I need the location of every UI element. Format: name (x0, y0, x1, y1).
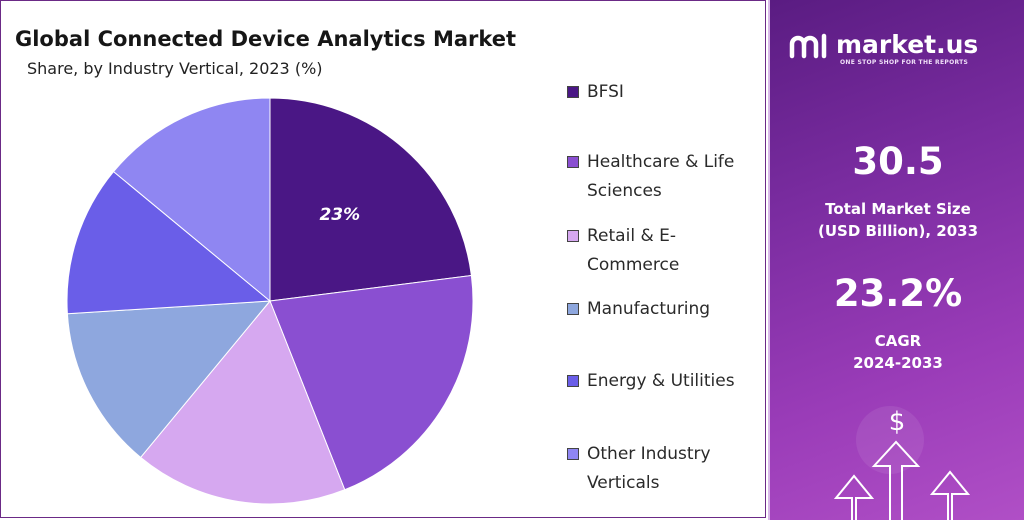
pie-slice-healthcare (269, 274, 474, 491)
chart-title: Global Connected Device Analytics Market (15, 27, 517, 51)
legend-label: Energy & Utilities (587, 371, 735, 391)
cagr-value: 23.2% (833, 272, 963, 315)
legend-label: Retail & E- Commerce (587, 226, 680, 275)
legend-label: BFSI (587, 82, 624, 102)
legend-swatch (567, 448, 579, 460)
legend-swatch (567, 86, 579, 98)
legend-item-other: Other Industry Verticals (567, 443, 762, 498)
pie-slice-bfsi (269, 97, 472, 302)
market-size-label-2: (USD Billion), 2033 (817, 222, 979, 240)
dollar-icon: $ (889, 407, 906, 437)
brand-tagline: ONE STOP SHOP FOR THE REPORTS (840, 59, 969, 66)
growth-arrows-illustration: $ (833, 406, 971, 520)
market-us-logo-icon (789, 33, 827, 59)
chart-panel: 23% Global Connected Device Analytics Ma… (0, 0, 766, 518)
brand-name: market.us (836, 30, 979, 59)
chart-subtitle: Share, by Industry Vertical, 2023 (%) (27, 59, 323, 78)
market-size-value: 30.5 (852, 140, 944, 183)
legend-item-energy: Energy & Utilities (567, 370, 762, 396)
legend-item-manufacturing: Manufacturing (567, 298, 762, 324)
legend-label: Manufacturing (587, 299, 711, 319)
legend-swatch (567, 303, 579, 315)
cagr-label-2: 2024-2033 (853, 354, 943, 372)
stats-panel: market.us ONE STOP SHOP FOR THE REPORTS … (768, 0, 1024, 520)
legend-item-retail: Retail & E- Commerce (567, 225, 762, 280)
legend-swatch (567, 230, 579, 242)
legend-swatch (567, 375, 579, 387)
pie-slice-other (112, 97, 271, 303)
legend-item-healthcare: Healthcare & Life Sciences (567, 151, 762, 206)
pie-slice-manufacturing (66, 300, 272, 459)
pie-chart-area: 23% (1, 1, 767, 519)
brand-logo: market.us (788, 30, 978, 60)
legend-label: Other Industry Verticals (587, 444, 711, 493)
legend-item-bfsi: BFSI (567, 81, 762, 107)
pie-slice-retail (139, 300, 346, 505)
cagr-label-1: CAGR (874, 332, 922, 350)
market-size-label-1: Total Market Size (825, 200, 971, 218)
pie-slice-energy (66, 170, 272, 315)
pie-data-label-bfsi: 23% (319, 205, 360, 225)
pie-chart: 23% (66, 97, 474, 505)
legend-swatch (567, 156, 579, 168)
legend-label: Healthcare & Life Sciences (587, 152, 735, 201)
